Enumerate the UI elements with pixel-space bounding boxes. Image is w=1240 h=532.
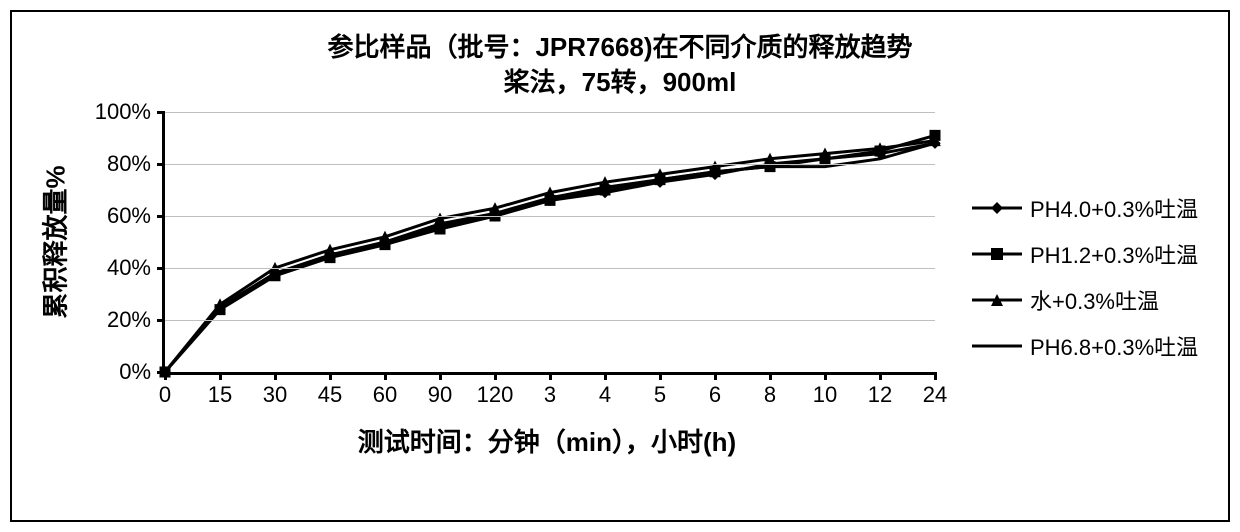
x-tick-mark (494, 372, 497, 380)
y-tick-mark (157, 111, 165, 114)
y-tick-mark (157, 215, 165, 218)
series-line (165, 143, 935, 372)
chart-title: 参比样品（批号：JPR7668)在不同介质的释放趋势 桨法，75转，900ml (12, 30, 1228, 100)
x-tick-label: 5 (654, 382, 666, 408)
y-tick-mark (157, 267, 165, 270)
chart-lines (165, 112, 935, 372)
x-tick-label: 90 (428, 382, 452, 408)
legend-label: PH6.8+0.3%吐温 (1030, 330, 1198, 362)
x-tick-mark (549, 372, 552, 380)
x-tick-label: 3 (544, 382, 556, 408)
y-tick-mark (157, 163, 165, 166)
x-tick-label: 24 (923, 382, 947, 408)
x-tick-label: 6 (709, 382, 721, 408)
y-tick-label: 80% (107, 151, 151, 177)
y-tick-label: 100% (95, 99, 151, 125)
x-tick-mark (934, 372, 937, 380)
x-tick-mark (879, 372, 882, 380)
x-tick-mark (604, 372, 607, 380)
grid-line (165, 268, 935, 269)
legend-swatch (972, 286, 1022, 314)
chart-container: 参比样品（批号：JPR7668)在不同介质的释放趋势 桨法，75转，900ml … (12, 12, 1228, 520)
x-tick-label: 30 (263, 382, 287, 408)
legend-swatch (972, 332, 1022, 360)
legend-swatch (972, 194, 1022, 222)
x-tick-mark (714, 372, 717, 380)
grid-line (165, 216, 935, 217)
legend-label: 水+0.3%吐温 (1030, 284, 1159, 316)
x-tick-label: 0 (159, 382, 171, 408)
series-line (165, 135, 935, 372)
x-tick-label: 8 (764, 382, 776, 408)
x-tick-label: 15 (208, 382, 232, 408)
y-axis-title: 累积释放量% (36, 165, 73, 318)
legend-item: 水+0.3%吐温 (972, 286, 1198, 314)
x-tick-mark (384, 372, 387, 380)
x-tick-mark (164, 372, 167, 380)
x-tick-mark (824, 372, 827, 380)
x-tick-mark (329, 372, 332, 380)
legend-label: PH4.0+0.3%吐温 (1030, 192, 1198, 224)
title-line-1: 参比样品（批号：JPR7668)在不同介质的释放趋势 (12, 30, 1228, 65)
y-tick-label: 40% (107, 255, 151, 281)
legend-label: PH1.2+0.3%吐温 (1030, 238, 1198, 270)
x-axis-title: 测试时间：分钟（min），小时(h) (162, 422, 932, 459)
x-tick-label: 60 (373, 382, 397, 408)
legend-item: PH1.2+0.3%吐温 (972, 240, 1198, 268)
x-tick-mark (219, 372, 222, 380)
x-tick-mark (439, 372, 442, 380)
x-tick-label: 120 (477, 382, 514, 408)
chart-frame: 参比样品（批号：JPR7668)在不同介质的释放趋势 桨法，75转，900ml … (10, 10, 1230, 522)
title-line-2: 桨法，75转，900ml (12, 65, 1228, 100)
y-tick-label: 0% (119, 359, 151, 385)
x-tick-label: 10 (813, 382, 837, 408)
legend-item: PH6.8+0.3%吐温 (972, 332, 1198, 360)
series-line (165, 143, 935, 372)
y-tick-mark (157, 319, 165, 322)
x-tick-label: 4 (599, 382, 611, 408)
legend-swatch (972, 240, 1022, 268)
series-line (165, 141, 935, 372)
x-tick-mark (274, 372, 277, 380)
grid-line (165, 112, 935, 113)
legend: PH4.0+0.3%吐温 PH1.2+0.3%吐温水+0.3%吐温 PH6.8+0.… (972, 194, 1198, 378)
x-tick-label: 45 (318, 382, 342, 408)
grid-line (165, 164, 935, 165)
x-tick-mark (769, 372, 772, 380)
x-tick-label: 12 (868, 382, 892, 408)
legend-item: PH4.0+0.3%吐温 (972, 194, 1198, 222)
plot-area: 0%20%40%60%80%100%0153045609012034568101… (162, 112, 935, 375)
y-tick-label: 20% (107, 307, 151, 333)
x-tick-mark (659, 372, 662, 380)
y-tick-label: 60% (107, 203, 151, 229)
grid-line (165, 320, 935, 321)
